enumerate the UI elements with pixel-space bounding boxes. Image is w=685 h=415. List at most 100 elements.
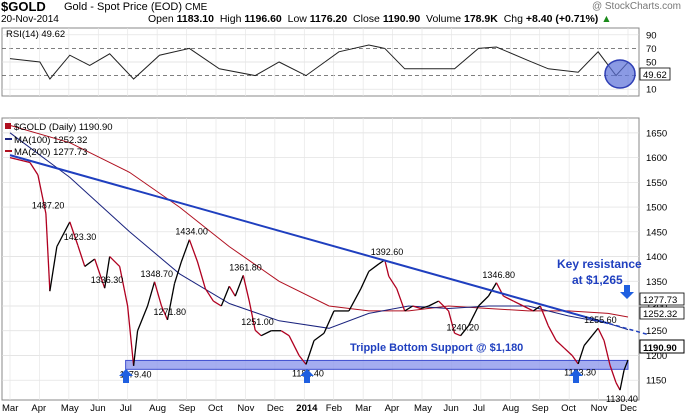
price-annotation: 1336.30 bbox=[91, 275, 124, 285]
rsi-highlight-circle bbox=[604, 59, 636, 89]
close-value-tag bbox=[639, 339, 685, 354]
price-segment bbox=[160, 305, 169, 321]
price-segment bbox=[173, 261, 183, 284]
price-segment bbox=[180, 239, 191, 262]
low-value: 1176.20 bbox=[309, 13, 348, 25]
price-segment bbox=[384, 259, 390, 277]
price-segment bbox=[94, 258, 106, 289]
ohlc-stats: Open 1183.10 High 1196.60 Low 1176.20 Cl… bbox=[148, 13, 612, 25]
ma200-line bbox=[9, 124, 629, 318]
rsi-tick-label: 70 bbox=[646, 44, 657, 55]
price-segment bbox=[428, 300, 439, 307]
price-segment bbox=[119, 266, 129, 307]
price-segment bbox=[547, 325, 557, 341]
price-segment bbox=[513, 300, 524, 307]
x-tick-label: Dec bbox=[620, 403, 637, 414]
x-tick-label: 2014 bbox=[296, 403, 318, 414]
price-segment bbox=[9, 156, 31, 164]
x-tick-label: Jul bbox=[120, 403, 132, 414]
x-tick-label: Feb bbox=[326, 403, 342, 414]
price-segment bbox=[228, 285, 236, 297]
price-tick-label: 1350 bbox=[646, 277, 667, 288]
ma100-value-tag bbox=[639, 306, 685, 320]
price-segment bbox=[447, 310, 456, 334]
price-annotation: 1348.70 bbox=[141, 269, 174, 279]
credit: @ StockCharts.com bbox=[591, 1, 681, 12]
price-annotation: 1392.60 bbox=[371, 247, 404, 257]
price-tick-label: 1450 bbox=[646, 227, 667, 238]
price-segment bbox=[280, 330, 290, 337]
price-segment bbox=[84, 258, 96, 267]
rsi-panel: RSI(14) 49.62 9070503010 49.62 bbox=[1, 27, 671, 97]
price-segment bbox=[467, 305, 480, 327]
price-segment bbox=[603, 340, 611, 366]
price-annotation: 1487.20 bbox=[32, 200, 65, 210]
price-segment bbox=[37, 174, 47, 214]
price-segment bbox=[298, 355, 307, 365]
ma200-value-tag-text: 1277.73 bbox=[643, 295, 677, 306]
price-legend-swatch bbox=[5, 123, 11, 129]
price-segment bbox=[104, 256, 111, 289]
price-segment bbox=[478, 295, 489, 307]
x-tick-label: May bbox=[61, 403, 79, 414]
price-annotation: 1423.30 bbox=[64, 232, 97, 242]
x-tick-label: Jul bbox=[473, 403, 485, 414]
price-segment bbox=[583, 335, 593, 346]
price-annotation: 1255.60 bbox=[584, 315, 617, 325]
price-annotation: 1130.40 bbox=[606, 394, 638, 404]
price-segment bbox=[523, 305, 534, 312]
close-value: 1190.90 bbox=[382, 13, 421, 25]
price-segment bbox=[438, 300, 450, 312]
price-tick-label: 1400 bbox=[646, 252, 667, 263]
price-segment bbox=[109, 256, 121, 267]
price-segment bbox=[577, 345, 585, 365]
x-tick-label: Apr bbox=[385, 403, 400, 414]
x-tick-label: May bbox=[414, 403, 432, 414]
price-segment bbox=[166, 283, 176, 320]
price-annotation: 1434.00 bbox=[175, 227, 208, 237]
price-segment bbox=[248, 300, 256, 331]
ma200-value-tag bbox=[639, 292, 685, 306]
low-label: Low bbox=[287, 13, 307, 25]
price-segment bbox=[242, 275, 250, 302]
legend-ma100: MA(100) 1252.32 bbox=[14, 135, 87, 146]
rsi-tick-label: 50 bbox=[646, 58, 657, 69]
price-segment bbox=[153, 281, 163, 307]
price-segment bbox=[313, 332, 325, 342]
legend-price: $GOLD (Daily) 1190.90 bbox=[14, 122, 113, 133]
price-annotation: 1271.80 bbox=[153, 307, 186, 317]
instrument-name: Gold - Spot Price (EOD) CME bbox=[64, 1, 207, 13]
price-segment bbox=[204, 288, 214, 302]
up-arrow-icon bbox=[569, 369, 583, 383]
price-segment bbox=[454, 332, 461, 337]
price-segment bbox=[420, 305, 429, 310]
x-tick-label: Dec bbox=[267, 403, 284, 414]
open-value: 1183.10 bbox=[176, 13, 214, 25]
price-segment bbox=[619, 370, 625, 391]
rsi-tick-label: 10 bbox=[646, 85, 657, 96]
price-segment bbox=[571, 355, 579, 365]
price-segment bbox=[188, 239, 199, 262]
ma100-line bbox=[9, 132, 629, 331]
price-segment bbox=[254, 329, 262, 337]
price-segment bbox=[45, 213, 51, 292]
price-segment bbox=[404, 305, 414, 312]
x-tick-label: Apr bbox=[31, 403, 46, 414]
price-segment bbox=[132, 330, 139, 366]
x-tick-label: Sep bbox=[532, 403, 549, 414]
change-label: Chg bbox=[503, 13, 523, 25]
price-tick-label: 1250 bbox=[646, 326, 667, 337]
change-up-icon: ▲ bbox=[601, 13, 612, 25]
symbol: $GOLD bbox=[1, 0, 46, 14]
price-segment bbox=[196, 261, 206, 289]
price-tick-label: 1200 bbox=[646, 351, 667, 362]
price-segment bbox=[69, 221, 79, 246]
price-segment bbox=[126, 305, 135, 366]
price-segment bbox=[623, 359, 629, 371]
price-segment bbox=[29, 162, 39, 176]
price-segment bbox=[460, 325, 470, 337]
rsi-tick-label: 90 bbox=[646, 30, 657, 41]
price-annotation: 1251.00 bbox=[241, 317, 274, 327]
support-band bbox=[125, 359, 629, 370]
